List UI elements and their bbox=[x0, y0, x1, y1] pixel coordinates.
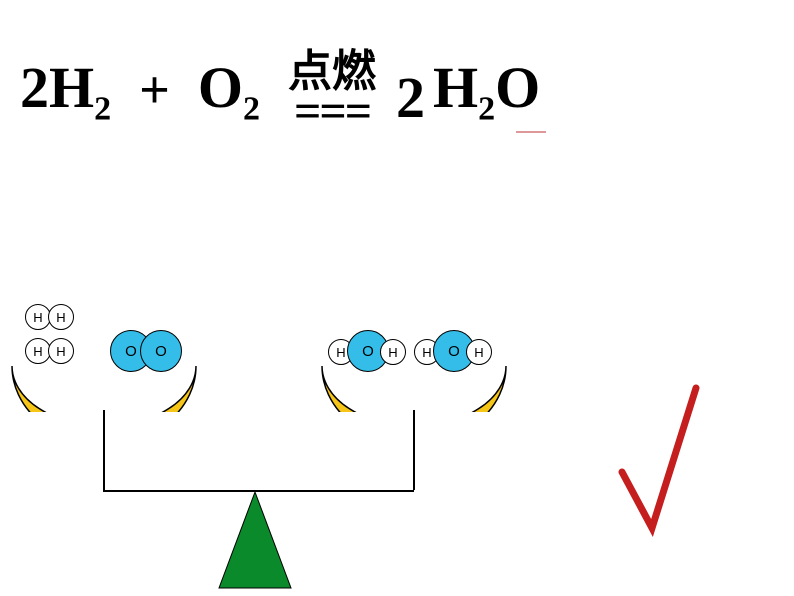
hydrogen-atom: H bbox=[466, 339, 492, 365]
left-pan bbox=[10, 364, 198, 412]
elem-h1: H bbox=[49, 55, 94, 120]
right-beam-vertical bbox=[413, 410, 415, 490]
elem-h2: H bbox=[433, 55, 478, 120]
term-o2: O2 bbox=[198, 59, 260, 127]
sub-1: 2 bbox=[94, 91, 111, 128]
plus-sign: + bbox=[139, 59, 170, 121]
term-2h2: 2H2 bbox=[20, 59, 111, 127]
elem-o2: O bbox=[495, 55, 540, 120]
reaction-condition: 点燃 === bbox=[288, 50, 376, 127]
underline-mark bbox=[516, 131, 546, 133]
sub-3: 2 bbox=[478, 91, 495, 128]
left-beam-vertical bbox=[103, 410, 105, 490]
equals-bars: === bbox=[294, 98, 370, 127]
checkmark bbox=[614, 380, 734, 555]
sub-2: 2 bbox=[243, 91, 260, 128]
coef-1: 2 bbox=[20, 55, 49, 120]
hydrogen-atom: H bbox=[380, 339, 406, 365]
chemical-equation: 2H2 + O2 点燃 === 2 H2O bbox=[20, 50, 540, 127]
coef-2: 2 bbox=[396, 69, 425, 127]
hydrogen-atom: H bbox=[48, 304, 74, 330]
right-pan bbox=[320, 364, 508, 412]
fulcrum bbox=[215, 490, 295, 595]
term-h2o: H2O bbox=[433, 59, 540, 127]
balance-scale: HHHHOO HOHHOH bbox=[10, 300, 520, 590]
elem-o: O bbox=[198, 55, 243, 120]
hydrogen-atom: H bbox=[48, 338, 74, 364]
